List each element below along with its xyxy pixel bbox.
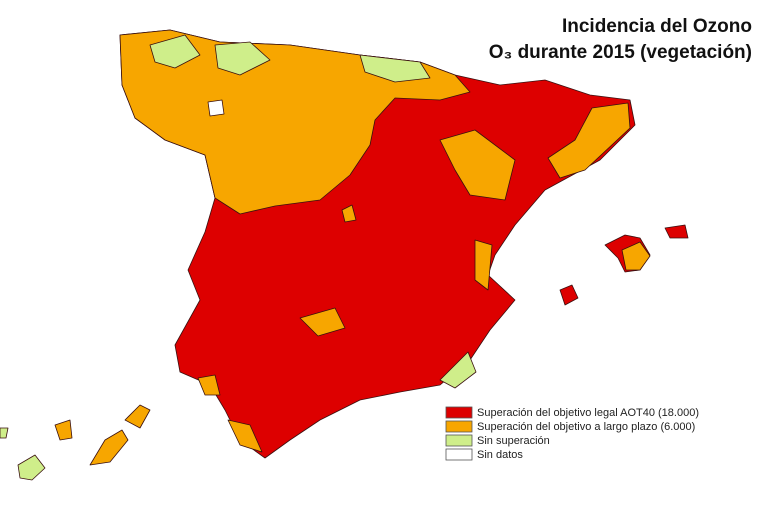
legend-swatch bbox=[445, 448, 473, 461]
no-exceedance-region bbox=[149, 34, 201, 69]
legend-label: Superación del objetivo legal AOT40 (18.… bbox=[477, 407, 699, 419]
island bbox=[54, 419, 73, 441]
legend-swatch bbox=[445, 406, 473, 419]
long-term-exceedance-region bbox=[547, 102, 631, 179]
map-title: Incidencia del Ozono bbox=[562, 16, 752, 37]
legend-label: Superación del objetivo a largo plazo (6… bbox=[477, 421, 695, 433]
long-term-exceedance-region bbox=[299, 307, 346, 337]
island bbox=[17, 454, 46, 481]
no-exceedance-region bbox=[214, 41, 271, 76]
island bbox=[0, 427, 9, 439]
no-data-region bbox=[207, 99, 225, 117]
island bbox=[664, 224, 689, 239]
map bbox=[0, 29, 689, 481]
long-term-exceedance-region bbox=[197, 374, 221, 396]
map-subtitle: O₃ durante 2015 (vegetación) bbox=[489, 42, 752, 63]
long-term-exceedance-region bbox=[439, 129, 516, 201]
legend-label: Sin superación bbox=[477, 435, 550, 447]
island bbox=[89, 429, 129, 466]
island bbox=[559, 284, 579, 306]
no-exceedance-region bbox=[439, 351, 477, 389]
long-term-exceedance-region bbox=[474, 239, 493, 291]
legend: Superación del objetivo legal AOT40 (18.… bbox=[445, 406, 699, 461]
legend-swatch bbox=[445, 420, 473, 433]
no-exceedance-region bbox=[359, 54, 431, 83]
long-term-exceedance-region bbox=[341, 204, 357, 223]
legend-swatch bbox=[445, 434, 473, 447]
island bbox=[124, 404, 151, 429]
legend-label: Sin datos bbox=[477, 449, 523, 461]
long-term-exceedance-region bbox=[227, 419, 263, 453]
island bbox=[621, 241, 651, 271]
